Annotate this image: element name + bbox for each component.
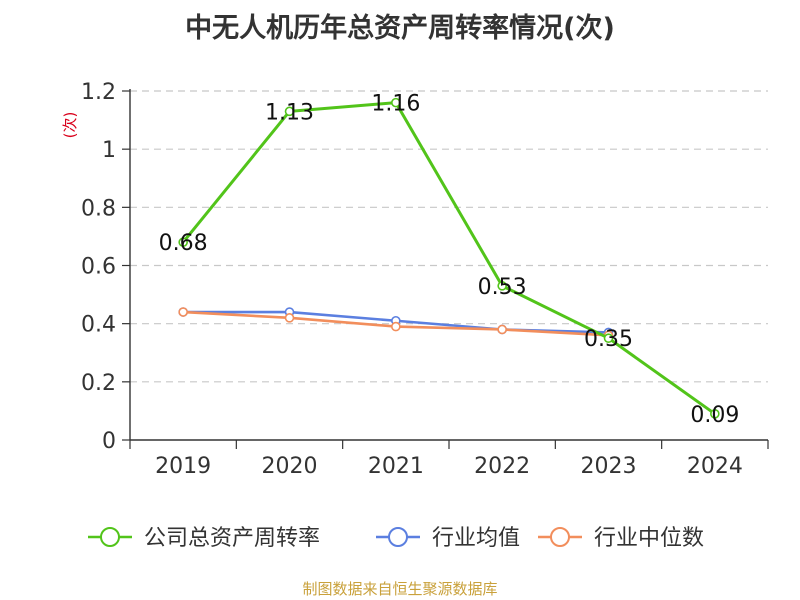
data-point xyxy=(178,307,188,317)
x-tick-label: 2020 xyxy=(262,454,318,479)
data-label: 1.16 xyxy=(371,92,420,117)
x-tick-label: 2023 xyxy=(581,454,637,479)
data-point xyxy=(497,324,507,335)
axes: 0 0.2 0.4 0.6 0.8 1 1.2 2019 2020 2021 2022 2023 202… xyxy=(61,80,769,479)
legend-item-2[interactable]: 行业中位数 xyxy=(538,526,704,551)
x-tick-label: 2024 xyxy=(687,454,743,479)
legend[interactable]: 公司总资产周转率 行业均值 行业中位数 xyxy=(88,526,704,551)
y-tick-label: 0.8 xyxy=(81,196,116,221)
y-tick-label: 0.4 xyxy=(81,313,116,338)
data-point xyxy=(710,409,720,419)
y-axis-label: (次) xyxy=(61,112,79,139)
legend-label: 行业中位数 xyxy=(594,526,704,551)
legend-label: 行业均值 xyxy=(432,526,520,551)
data-point xyxy=(391,321,401,332)
data-point xyxy=(178,237,188,248)
legend-item-1[interactable]: 行业均值 xyxy=(376,526,520,551)
series-lines xyxy=(178,97,720,419)
x-tick-label: 2022 xyxy=(474,454,530,479)
grid-lines xyxy=(130,90,768,383)
y-tick-label: 1.2 xyxy=(81,80,116,105)
y-tick-label: 1 xyxy=(102,138,116,163)
legend-marker xyxy=(550,527,570,547)
data-label: 1.13 xyxy=(265,100,314,125)
chart-title: 中无人机历年总资产周转率情况(次) xyxy=(185,13,615,44)
legend-item-0[interactable]: 公司总资产周转率 xyxy=(88,526,320,551)
data-label: 0.09 xyxy=(690,403,739,428)
data-point xyxy=(284,313,295,323)
data-point xyxy=(284,106,295,117)
data-label: 0.35 xyxy=(584,327,633,352)
legend-marker xyxy=(100,527,120,547)
legend-label: 公司总资产周转率 xyxy=(144,526,320,551)
legend-marker xyxy=(388,527,408,547)
data-labels: 0.68 1.13 1.16 0.53 0.35 0.09 xyxy=(159,92,740,428)
y-tick-label: 0.6 xyxy=(81,255,116,280)
data-point xyxy=(603,333,614,344)
data-point xyxy=(497,281,507,291)
data-label: 0.68 xyxy=(159,231,208,256)
series-line-0 xyxy=(182,101,716,416)
x-tick-label: 2021 xyxy=(368,454,424,479)
source-note: 制图数据来自恒生聚源数据库 xyxy=(302,580,498,598)
x-tick-label: 2019 xyxy=(155,454,211,479)
y-tick-label: 0 xyxy=(102,429,116,454)
data-point xyxy=(391,97,401,108)
y-tick-label: 0.2 xyxy=(81,371,116,396)
data-label: 0.53 xyxy=(478,275,527,300)
